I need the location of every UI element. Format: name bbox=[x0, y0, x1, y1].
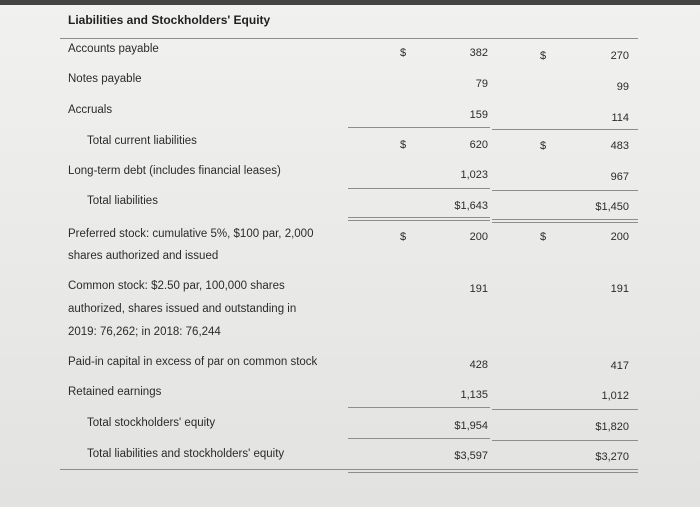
value-2019-total-stockholders-equity: $1,954 bbox=[454, 420, 488, 432]
amount: 620 bbox=[469, 139, 488, 151]
value-2018-accruals: 114 bbox=[611, 112, 629, 124]
row-label-accounts-payable: Accounts payable bbox=[68, 43, 159, 55]
title-rule bbox=[60, 38, 638, 39]
subtotal-rule-4b bbox=[492, 440, 638, 441]
row-label-retained-earnings: Retained earnings bbox=[68, 386, 162, 398]
dollar-sign: $ bbox=[400, 47, 407, 59]
value-2019-total-liabilities: $1,643 bbox=[454, 200, 488, 212]
value-2019-common-stock: 191 bbox=[469, 283, 488, 295]
total-rule-2 bbox=[60, 469, 638, 470]
value-2019-total-current-liabilities: $ 620 bbox=[400, 139, 488, 151]
row-label-preferred-stock-line2: shares authorized and issued bbox=[68, 250, 219, 262]
total-rule-1d bbox=[492, 222, 638, 223]
subtotal-rule-1 bbox=[348, 127, 490, 128]
value-2019-preferred-stock: $ 200 bbox=[400, 231, 488, 243]
dollar-sign: $ bbox=[540, 231, 547, 243]
value-2018-common-stock: 191 bbox=[610, 283, 629, 295]
row-label-common-stock-line1: Common stock: $2.50 par, 100,000 shares bbox=[68, 280, 285, 292]
row-label-common-stock-line3: 2019: 76,262; in 2018: 76,244 bbox=[68, 326, 221, 338]
total-rule-1b bbox=[348, 220, 490, 221]
row-label-accruals: Accruals bbox=[68, 104, 113, 116]
row-label-total-liabilities: Total liabilities bbox=[87, 195, 158, 207]
row-label-total-stockholders-equity: Total stockholders' equity bbox=[87, 417, 216, 429]
subtotal-rule-3b bbox=[492, 409, 638, 410]
value-2018-retained-earnings: 1,012 bbox=[601, 390, 629, 402]
row-label-total-current-liabilities: Total current liabilities bbox=[87, 135, 197, 147]
total-rule-1 bbox=[348, 217, 490, 218]
value-2019-retained-earnings: 1,135 bbox=[460, 389, 488, 401]
row-label-notes-payable: Notes payable bbox=[68, 73, 142, 85]
value-2018-preferred-stock: $ 200 bbox=[540, 231, 629, 243]
amount: 200 bbox=[610, 231, 629, 243]
value-2018-long-term-debt: 967 bbox=[610, 171, 629, 183]
dollar-sign: $ bbox=[540, 50, 547, 62]
value-2019-total-liabilities-and-equity: $3,597 bbox=[454, 450, 488, 462]
row-label-common-stock-line2: authorized, shares issued and outstandin… bbox=[68, 303, 297, 315]
value-2019-paid-in-capital: 428 bbox=[469, 359, 488, 371]
total-rule-1c bbox=[492, 219, 638, 220]
value-2019-long-term-debt: 1,023 bbox=[460, 169, 488, 181]
subtotal-rule-3 bbox=[348, 407, 490, 408]
row-label-total-liabilities-and-equity: Total liabilities and stockholders' equi… bbox=[87, 448, 285, 460]
value-2018-total-current-liabilities: $ 483 bbox=[540, 140, 629, 152]
subtotal-rule-2 bbox=[348, 188, 490, 189]
amount: 382 bbox=[469, 47, 488, 59]
subtotal-rule-4 bbox=[348, 438, 490, 439]
value-2019-accruals: 159 bbox=[469, 109, 488, 121]
total-rule-2b bbox=[348, 472, 638, 473]
dollar-sign: $ bbox=[540, 140, 547, 152]
value-2019-notes-payable: 79 bbox=[475, 78, 488, 90]
value-2018-total-liabilities: $1,450 bbox=[595, 201, 629, 213]
subtotal-rule-1b bbox=[492, 129, 638, 130]
amount: 270 bbox=[610, 50, 629, 62]
row-label-paid-in-capital: Paid-in capital in excess of par on comm… bbox=[68, 356, 318, 368]
value-2018-accounts-payable: $ 270 bbox=[540, 50, 629, 62]
value-2018-total-stockholders-equity: $1,820 bbox=[595, 421, 629, 433]
section-title: Liabilities and Stockholders' Equity bbox=[68, 13, 271, 27]
subtotal-rule-2b bbox=[492, 190, 638, 191]
amount: 483 bbox=[610, 140, 629, 152]
amount: 200 bbox=[469, 231, 488, 243]
dollar-sign: $ bbox=[400, 139, 407, 151]
value-2018-total-liabilities-and-equity: $3,270 bbox=[595, 451, 629, 463]
row-label-preferred-stock-line1: Preferred stock: cumulative 5%, $100 par… bbox=[68, 228, 314, 240]
dollar-sign: $ bbox=[400, 231, 407, 243]
row-label-long-term-debt: Long-term debt (includes financial lease… bbox=[68, 165, 281, 177]
value-2019-accounts-payable: $ 382 bbox=[400, 47, 488, 59]
top-border bbox=[0, 0, 700, 5]
value-2018-notes-payable: 99 bbox=[616, 81, 629, 93]
value-2018-paid-in-capital: 417 bbox=[610, 360, 629, 372]
